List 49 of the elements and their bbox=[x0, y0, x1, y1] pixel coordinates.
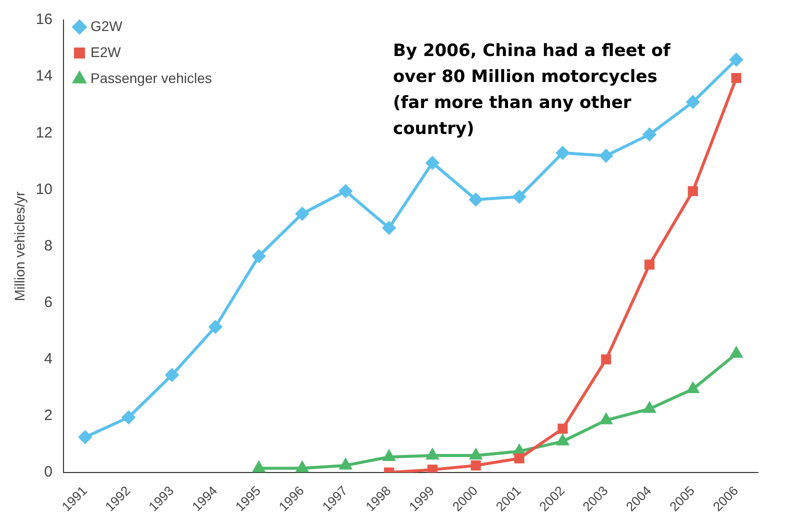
point bbox=[512, 190, 526, 204]
point bbox=[514, 453, 524, 464]
point bbox=[731, 72, 742, 84]
point bbox=[556, 434, 568, 446]
point bbox=[296, 462, 308, 472]
point bbox=[122, 410, 136, 424]
point bbox=[208, 320, 222, 334]
y-tick-label: 4 bbox=[44, 350, 52, 368]
legend-label: E2W bbox=[90, 44, 122, 60]
point bbox=[383, 450, 395, 461]
point bbox=[426, 449, 438, 460]
point bbox=[686, 96, 700, 109]
y-tick-label: 12 bbox=[36, 124, 52, 142]
point bbox=[644, 402, 656, 413]
point bbox=[642, 128, 656, 142]
point bbox=[556, 146, 570, 160]
point bbox=[601, 354, 612, 364]
point bbox=[644, 260, 655, 270]
annotation: By 2006, China had a fleet of over 80 Million motorcycles (far more than any other country) bbox=[393, 40, 672, 141]
point bbox=[426, 156, 439, 170]
y-axis-title: Million vehicles/yr bbox=[11, 191, 28, 302]
point bbox=[339, 184, 352, 198]
y-tick-label: 10 bbox=[36, 180, 52, 198]
point bbox=[340, 458, 352, 470]
point bbox=[252, 462, 265, 472]
point bbox=[469, 193, 482, 206]
point bbox=[166, 368, 179, 382]
point bbox=[687, 382, 699, 394]
point bbox=[427, 464, 438, 473]
point bbox=[382, 221, 396, 234]
point bbox=[600, 414, 612, 424]
point bbox=[78, 430, 92, 444]
point bbox=[600, 149, 613, 162]
point bbox=[296, 207, 309, 220]
y-tick-label: 6 bbox=[44, 294, 52, 311]
point bbox=[730, 53, 743, 66]
point bbox=[470, 460, 481, 470]
point bbox=[730, 347, 742, 358]
point bbox=[558, 424, 568, 434]
legend-label: Passenger vehicles bbox=[90, 70, 212, 86]
y-tick-label: 0 bbox=[44, 464, 52, 481]
y-tick-label: 16 bbox=[36, 11, 52, 28]
legend-label: G2W bbox=[90, 18, 124, 34]
y-tick-label: 2 bbox=[44, 407, 52, 424]
point bbox=[688, 186, 698, 196]
y-tick-label: 14 bbox=[36, 68, 52, 85]
point bbox=[470, 449, 482, 460]
point bbox=[252, 250, 266, 263]
y-tick-label: 8 bbox=[44, 237, 52, 254]
